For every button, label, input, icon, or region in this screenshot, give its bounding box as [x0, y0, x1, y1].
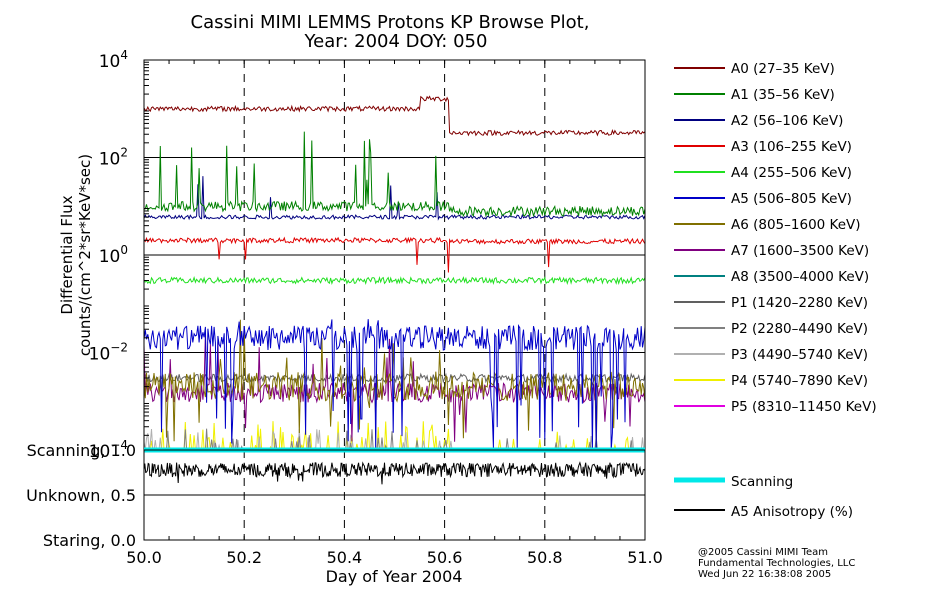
y-tick-label: 104	[99, 48, 128, 72]
legend-entry-label: P3 (4490–5740 KeV)	[731, 347, 868, 363]
legend-entry-label: P1 (1420–2280 KeV)	[731, 295, 868, 311]
series-line-a3	[143, 236, 646, 273]
footer-timestamp: Wed Jun 22 16:38:08 2005	[698, 569, 831, 580]
chart-title-line1: Cassini MIMI LEMMS Protons KP Browse Plo…	[191, 12, 590, 33]
y-tick-label: 10−2	[89, 341, 128, 365]
y-tick-label: 100	[99, 243, 128, 267]
x-tick-label: 50.6	[427, 548, 463, 567]
series-line-a4	[143, 275, 646, 286]
series-line-a6	[143, 319, 646, 451]
lower-panel-series	[143, 447, 646, 485]
lower-y-tick-label: Unknown, 0.5	[26, 486, 136, 505]
x-tick-label: 50.4	[327, 548, 363, 567]
lower-y-tick-label: Scanning, 1.0	[27, 441, 136, 460]
legend-entry-label: P4 (5740–7890 KeV)	[731, 373, 868, 389]
x-axis-ticks: 50.0 50.2 50.4 50.6 50.8 51.0	[126, 60, 663, 567]
legend-entry-label: P5 (8310–11450 KeV)	[731, 399, 877, 415]
series-line-a1	[143, 131, 646, 218]
y-axis-label-line1: Differential Flux	[58, 195, 76, 314]
legend-entry-label: A2 (56–106 KeV)	[731, 113, 843, 129]
legend-entry-label: A8 (3500–4000 KeV)	[731, 269, 869, 285]
legend-entry-label: A5 Anisotropy (%)	[731, 504, 853, 520]
x-tick-label: 50.8	[527, 548, 563, 567]
legend-entry-label: A6 (805–1600 KeV)	[731, 217, 861, 233]
lower-y-ticks: Scanning, 1.0 Unknown, 0.5 Staring, 0.0	[26, 441, 136, 550]
series-line-p3	[143, 428, 645, 452]
series-line-a2	[143, 176, 646, 221]
x-tick-label: 51.0	[627, 548, 663, 567]
legend-entry-label: A7 (1600–3500 KeV)	[731, 243, 869, 259]
series-line-a0	[143, 95, 646, 137]
legend-entry-label: A5 (506–805 KeV)	[731, 191, 852, 207]
series-line-anisotropy	[143, 461, 646, 485]
x-tick-label: 50.2	[226, 548, 262, 567]
legend-entry-label: A4 (255–506 KeV)	[731, 165, 852, 181]
series-line-a5	[143, 319, 646, 451]
upper-panel-series	[143, 95, 646, 452]
legend-entry-label: A1 (35–56 KeV)	[731, 87, 835, 103]
legend: A0 (27–35 KeV) A1 (35–56 KeV) A2 (56–106 K…	[674, 61, 877, 415]
x-axis-label: Day of Year 2004	[326, 567, 463, 586]
legend-lower: Scanning A5 Anisotropy (%)	[674, 474, 853, 520]
y-axis-label-line2: counts/(cm^2*sr*KeV*sec)	[76, 154, 94, 356]
footer-company: Fundamental Technologies, LLC	[698, 558, 855, 569]
footer-copyright: @2005 Cassini MIMI Team	[698, 547, 828, 558]
legend-entry-label: Scanning	[731, 474, 793, 490]
lower-y-tick-label: Staring, 0.0	[43, 531, 136, 550]
x-tick-label: 50.0	[126, 548, 162, 567]
legend-entry-label: P2 (2280–4490 KeV)	[731, 321, 868, 337]
legend-entry-label: A3 (106–255 KeV)	[731, 139, 852, 155]
lower-panel-grid	[144, 449, 645, 541]
y-tick-label: 102	[99, 146, 128, 170]
chart-title-line2: Year: 2004 DOY: 050	[304, 31, 488, 52]
legend-entry-label: A0 (27–35 KeV)	[731, 61, 835, 77]
